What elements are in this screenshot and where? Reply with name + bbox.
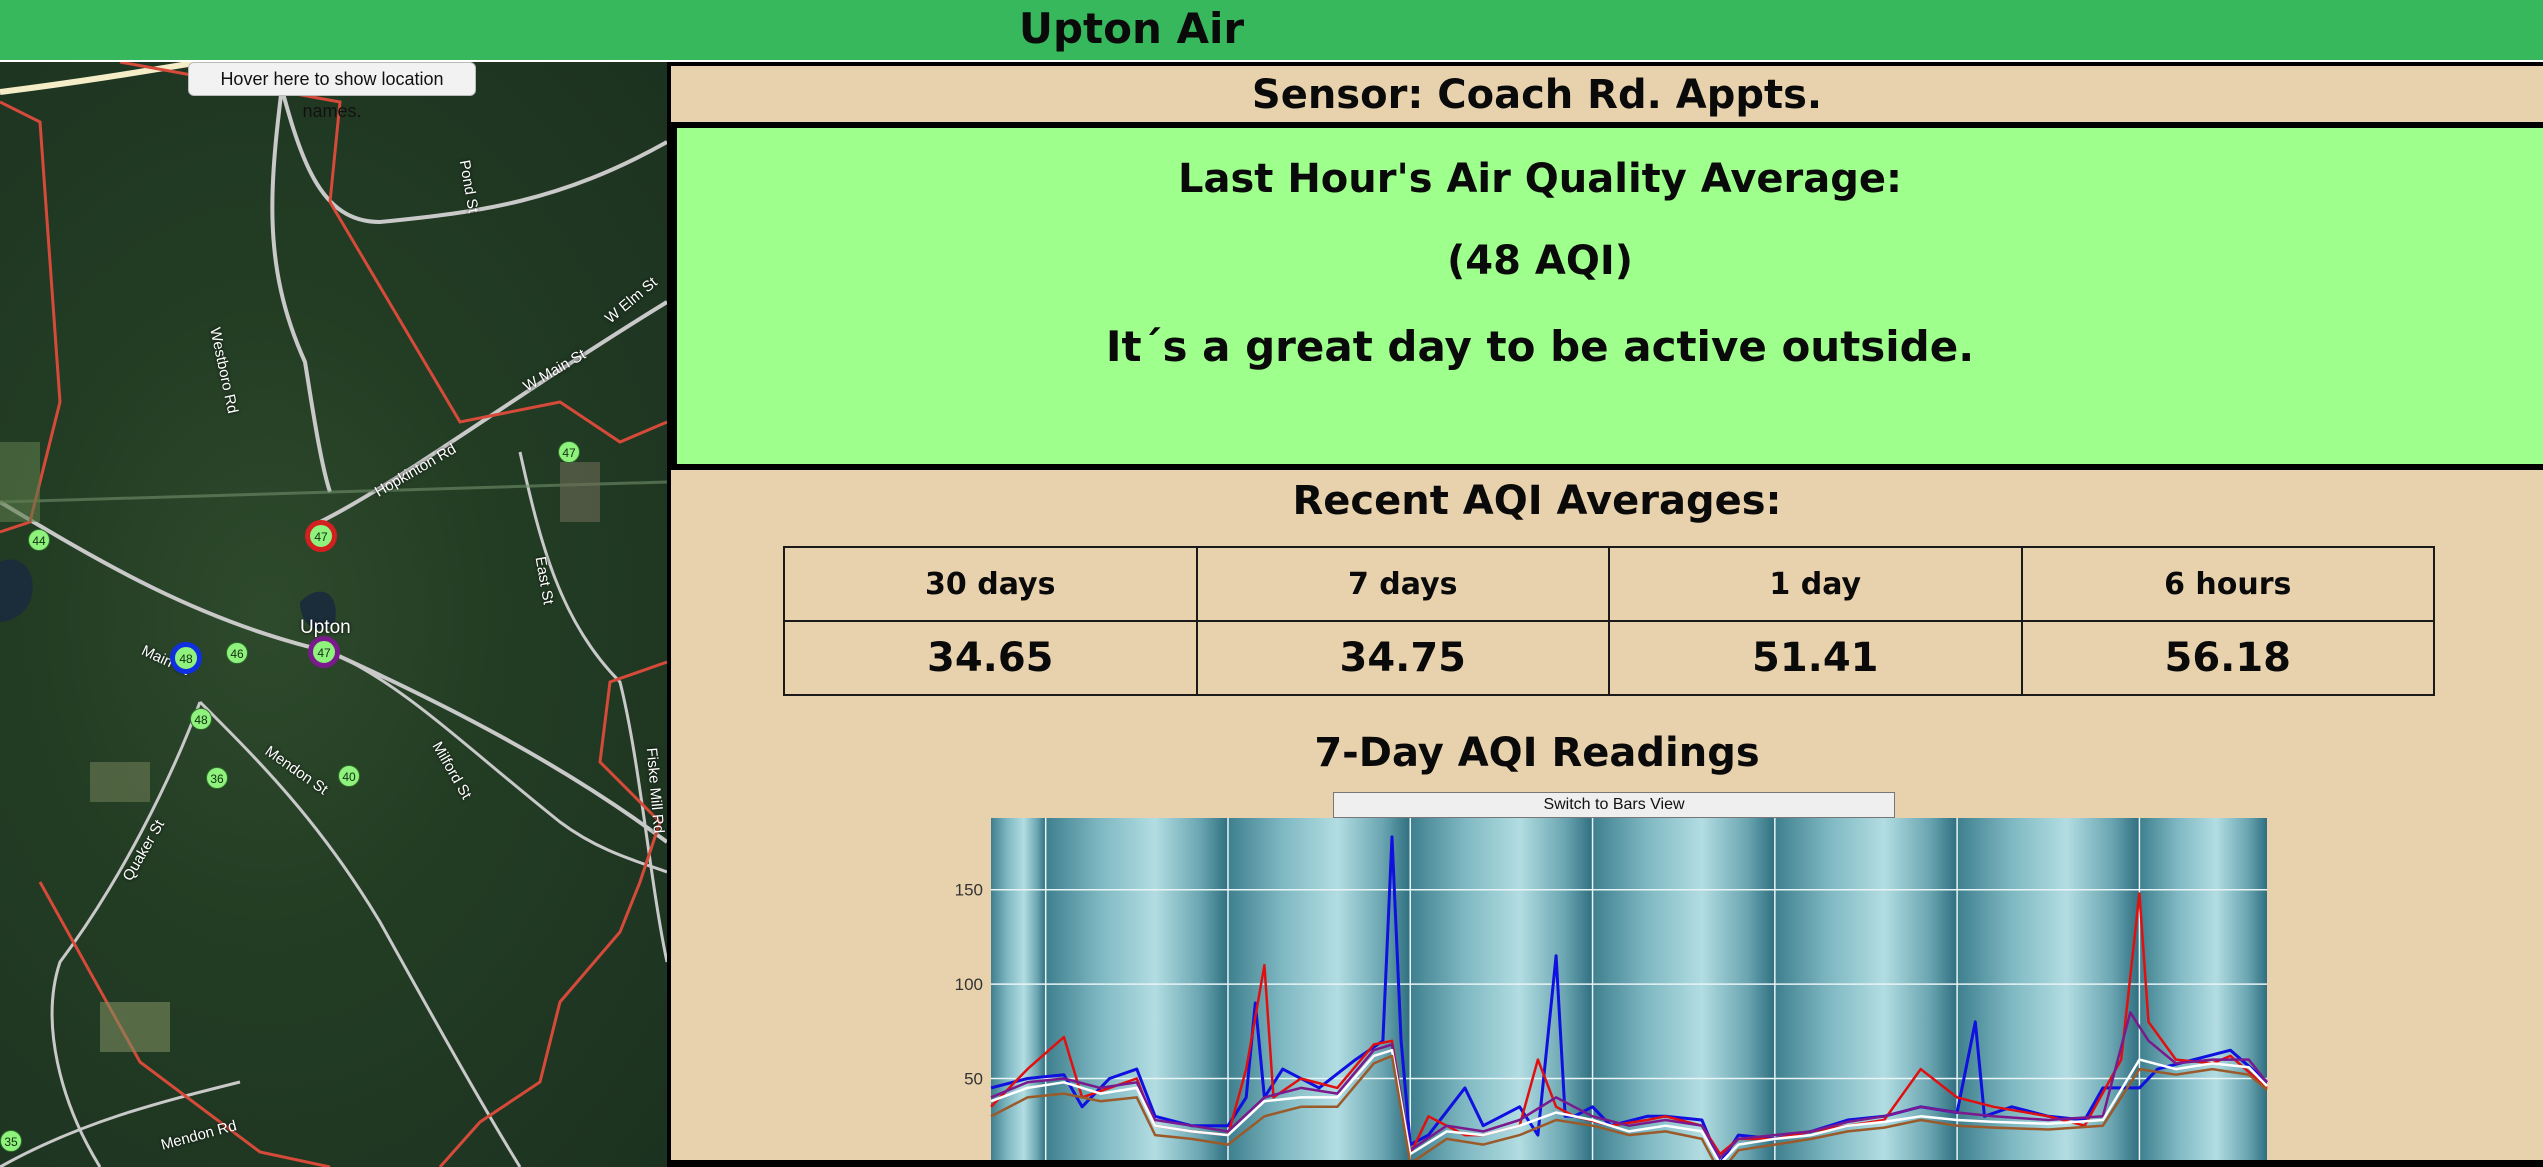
- sensor-title-bar: Sensor: Coach Rd. Appts.: [671, 66, 2543, 122]
- chart-title: 7-Day AQI Readings: [1314, 730, 1760, 776]
- recent-averages-section: Recent AQI Averages: 30 days 7 days 1 da…: [671, 470, 2543, 1160]
- series-line: [990, 1054, 2268, 1160]
- table-header-cell: 1 day: [1608, 546, 2023, 622]
- app-header: Upton Air: [0, 0, 2543, 62]
- sensor-title: Sensor: Coach Rd. Appts.: [1251, 72, 1823, 118]
- table-cell: 34.65: [783, 620, 1198, 696]
- map-canvas[interactable]: [0, 62, 667, 1167]
- day-band: [991, 818, 1046, 1160]
- current-aqi-value: (48 AQI): [1447, 238, 1633, 284]
- day-band: [1957, 818, 2140, 1160]
- day-band: [2139, 818, 2267, 1160]
- map-view[interactable]: Hover here to show location names. Upton…: [0, 62, 667, 1167]
- switch-bars-view-button[interactable]: Switch to Bars View: [1333, 792, 1895, 818]
- table-row: 34.65 34.75 51.41 56.18: [783, 620, 2435, 696]
- sensor-marker[interactable]: 47: [558, 441, 580, 463]
- table-cell: 34.75: [1195, 620, 1610, 696]
- app-title: Upton Air: [1018, 4, 1245, 53]
- day-band: [1410, 818, 1593, 1160]
- aqi-chart[interactable]: 050100150Feb 26Feb 27Feb 28Mar 1Mar 2Mar…: [671, 470, 2543, 1160]
- sensor-marker[interactable]: 47: [308, 636, 340, 668]
- day-band: [1774, 818, 1958, 1160]
- sensor-marker[interactable]: 35: [0, 1130, 22, 1152]
- recent-averages-heading: Recent AQI Averages:: [1292, 478, 1782, 524]
- table-cell: 51.41: [1608, 620, 2023, 696]
- series-line: [990, 1011, 2268, 1160]
- sensor-marker[interactable]: 48: [170, 642, 202, 674]
- y-tick-label: 100: [955, 975, 983, 994]
- sensor-panel: Sensor: Coach Rd. Appts. Last Hour's Air…: [667, 62, 2543, 1167]
- sensor-marker[interactable]: 47: [305, 520, 337, 552]
- table-header-row: 30 days 7 days 1 day 6 hours: [783, 546, 2435, 622]
- current-aqi-message: It´s a great day to be active outside.: [1105, 322, 1975, 371]
- averages-table: 30 days 7 days 1 day 6 hours 34.65 34.75…: [783, 546, 2435, 696]
- y-tick-label: 150: [955, 881, 983, 900]
- table-header-cell: 30 days: [783, 546, 1198, 622]
- series-line: [990, 1048, 2268, 1160]
- town-label-upton: Upton: [300, 617, 351, 638]
- sensor-marker[interactable]: 40: [338, 765, 360, 787]
- table-cell: 56.18: [2020, 620, 2435, 696]
- day-band: [1045, 818, 1228, 1160]
- table-header-cell: 7 days: [1195, 546, 1610, 622]
- map-hover-hint[interactable]: Hover here to show location names.: [188, 62, 476, 121]
- current-aqi-box: Last Hour's Air Quality Average: (48 AQI…: [677, 128, 2543, 464]
- day-band: [1592, 818, 1775, 1160]
- table-header-cell: 6 hours: [2020, 546, 2435, 622]
- sensor-marker[interactable]: 46: [226, 642, 248, 664]
- sensor-marker[interactable]: 48: [190, 708, 212, 730]
- current-aqi-heading: Last Hour's Air Quality Average:: [1177, 156, 1903, 202]
- y-tick-label: 50: [964, 1070, 983, 1089]
- sensor-marker[interactable]: 36: [206, 767, 228, 789]
- sensor-marker[interactable]: 44: [28, 529, 50, 551]
